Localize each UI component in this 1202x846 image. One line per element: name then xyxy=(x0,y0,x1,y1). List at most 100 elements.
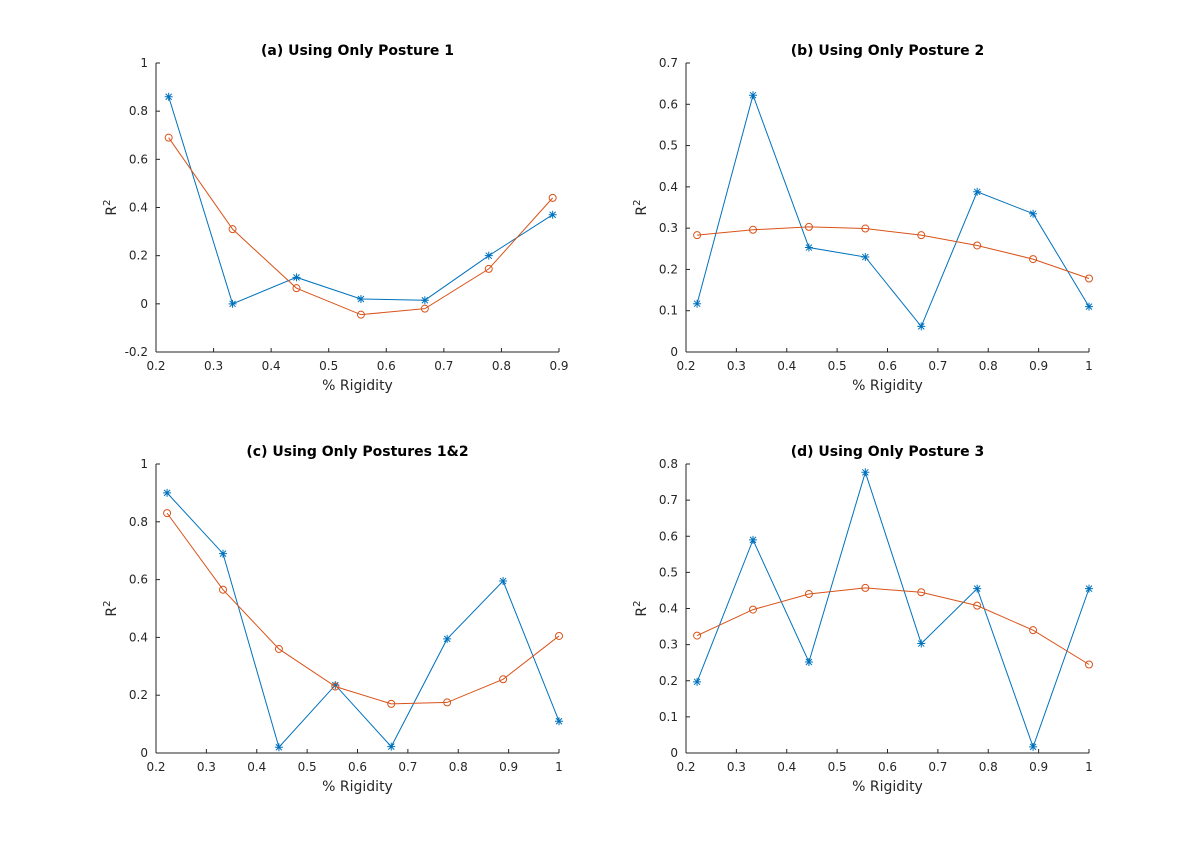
data-point xyxy=(748,535,757,544)
y-tick-label: 0 xyxy=(670,746,678,760)
x-tick-label: 0.8 xyxy=(979,359,998,373)
y-axis-label: R2 xyxy=(632,199,650,215)
x-tick-label: 0.4 xyxy=(262,359,281,373)
series-2 xyxy=(163,509,563,708)
series-line xyxy=(696,587,1090,665)
series-1 xyxy=(693,91,1093,331)
x-axis-label: % Rigidity xyxy=(322,779,393,795)
x-tick-label: 0.2 xyxy=(676,359,695,373)
data-point xyxy=(387,742,396,751)
data-point xyxy=(861,224,870,233)
data-point xyxy=(499,577,508,586)
x-tick-label: 0.7 xyxy=(928,359,947,373)
y-tick-label: 0 xyxy=(140,297,148,311)
series-1 xyxy=(164,92,557,308)
x-tick-label: 0.5 xyxy=(828,760,847,774)
data-point xyxy=(917,588,926,597)
data-point xyxy=(973,187,982,196)
data-point xyxy=(861,253,870,262)
data-point xyxy=(499,675,508,684)
y-axis-label-superscript: 2 xyxy=(102,600,113,606)
y-axis-label-superscript: 2 xyxy=(102,199,113,205)
x-tick-label: 0.4 xyxy=(777,359,796,373)
y-tick-label: 0.2 xyxy=(129,249,148,263)
data-point xyxy=(1029,255,1038,264)
y-tick-label: 0 xyxy=(670,345,678,359)
x-tick-label: 1 xyxy=(1085,359,1093,373)
data-point xyxy=(387,699,396,708)
series-line xyxy=(696,470,1090,749)
subplot-3: 0.2 0.3 0.4 0.5 0.6 0.7 0.8 0.9 100.20.40.60.81(… xyxy=(102,444,563,795)
data-point xyxy=(1085,302,1093,311)
data-point xyxy=(1029,209,1038,218)
data-point xyxy=(861,583,870,592)
y-axis-label-base: R xyxy=(104,206,120,216)
data-point xyxy=(1029,742,1038,751)
x-tick-label: 0.3 xyxy=(204,359,223,373)
y-tick-label: 0.8 xyxy=(129,104,148,118)
y-tick-label: 0.7 xyxy=(659,56,678,70)
data-point xyxy=(484,264,493,273)
y-tick-label: 0.2 xyxy=(659,262,678,276)
data-point xyxy=(356,295,365,304)
subplot-4: 0.2 0.3 0.4 0.5 0.6 0.7 0.8 0.9 1 0 0.1 0.2 0.3 0.4 0.… xyxy=(632,444,1093,795)
data-point xyxy=(548,210,557,219)
y-tick-label: 0.1 xyxy=(659,304,678,318)
x-tick-label: 0.6 xyxy=(878,760,897,774)
x-tick-label: 0.2 xyxy=(676,760,695,774)
x-tick-label: 0.9 xyxy=(549,359,568,373)
x-tick-label: 0.4 xyxy=(247,760,266,774)
data-point xyxy=(163,488,172,497)
data-point xyxy=(443,634,452,643)
data-point xyxy=(420,296,429,305)
x-tick-label: 0.3 xyxy=(727,760,746,774)
data-point xyxy=(331,681,340,690)
data-point xyxy=(164,133,173,142)
y-tick-label: 0.3 xyxy=(659,638,678,652)
data-point xyxy=(917,639,926,648)
y-tick-label: 0.6 xyxy=(659,529,678,543)
y-axis-label-superscript: 2 xyxy=(632,199,643,205)
y-axis-label-base: R xyxy=(634,206,650,216)
series-line xyxy=(168,96,553,305)
subplot-1: 0.2 0.3 0.4 0.5 0.6 0.7 0.8 0.9 -0.2 0 0.2 0.4 0.6 0.… xyxy=(102,43,569,394)
x-axis-label: % Rigidity xyxy=(322,378,393,394)
data-point xyxy=(228,299,237,308)
x-tick-label: 0.7 xyxy=(434,359,453,373)
series-2 xyxy=(164,133,557,319)
y-axis-label-base: R xyxy=(634,607,650,617)
subplot-2: 0.2 0.3 0.4 0.5 0.6 0.7 0.8 0.9 1 0 0.1 0.2 0.3 0.4 0.… xyxy=(632,43,1093,394)
y-tick-label: 0.2 xyxy=(659,674,678,688)
data-point xyxy=(228,225,237,234)
data-point xyxy=(693,631,702,640)
data-point xyxy=(1085,274,1093,283)
data-point xyxy=(804,657,813,666)
y-tick-label: 1 xyxy=(140,457,148,471)
data-point xyxy=(292,284,301,293)
series-line xyxy=(166,512,560,705)
data-point xyxy=(693,299,702,308)
subplot-title: (d) Using Only Posture 3 xyxy=(791,444,985,460)
series-1 xyxy=(163,488,563,752)
data-point xyxy=(163,509,172,518)
data-point xyxy=(420,304,429,313)
data-point xyxy=(218,549,227,558)
data-point xyxy=(1029,626,1038,635)
data-point xyxy=(973,584,982,593)
subplot-title: (c) Using Only Postures 1&2 xyxy=(246,444,468,460)
data-point xyxy=(748,91,757,100)
data-point xyxy=(917,322,926,331)
data-point xyxy=(804,590,813,599)
data-point xyxy=(693,231,702,240)
data-point xyxy=(356,310,365,319)
data-point xyxy=(917,231,926,240)
y-tick-label: 1 xyxy=(140,56,148,70)
series-1 xyxy=(693,468,1093,751)
x-tick-label: 1 xyxy=(1085,760,1093,774)
x-tick-label: 0.8 xyxy=(492,359,511,373)
x-tick-label: 0.5 xyxy=(319,359,338,373)
y-tick-label: 0.1 xyxy=(659,710,678,724)
x-tick-label: 0.7 xyxy=(398,760,417,774)
data-point xyxy=(548,193,557,202)
x-tick-label: 0.8 xyxy=(979,760,998,774)
